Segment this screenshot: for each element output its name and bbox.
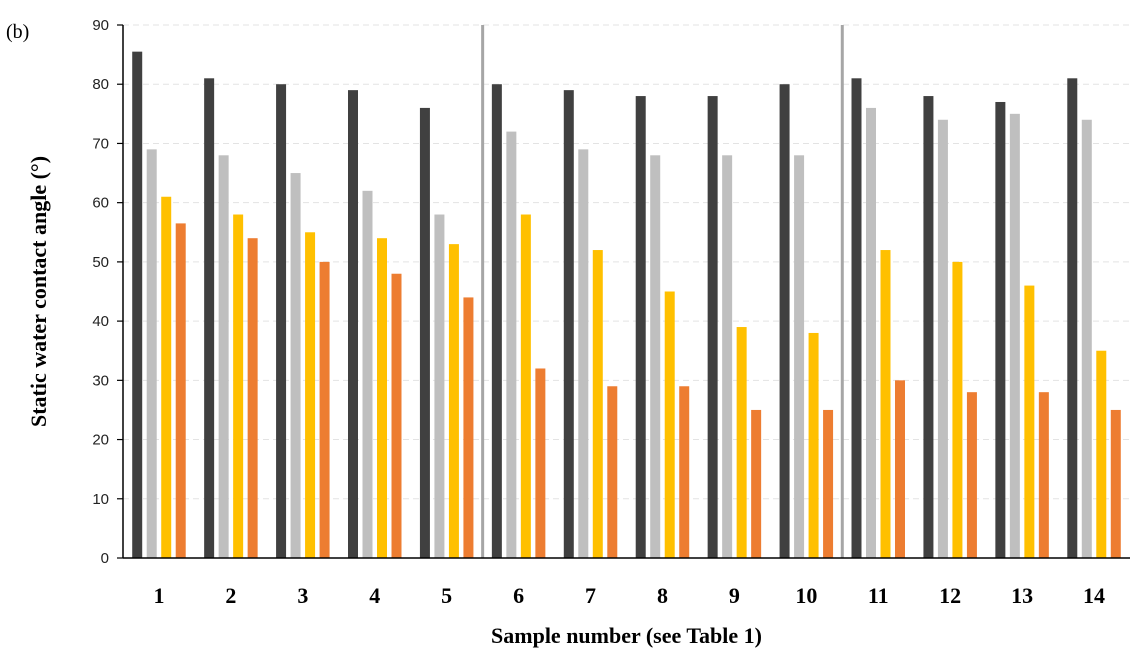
bar-series-1-sample-6 — [491, 84, 502, 558]
y-tick-label: 10 — [92, 491, 109, 508]
bar-series-1-sample-1 — [132, 51, 143, 559]
bar-series-1-sample-10 — [779, 84, 790, 558]
bar-series-2-sample-4 — [362, 190, 373, 559]
x-tick-label: 4 — [369, 583, 380, 608]
bar-series-3-sample-9 — [736, 327, 747, 558]
bar-series-1-sample-8 — [635, 96, 646, 559]
x-tick-label: 2 — [225, 583, 236, 608]
bar-series-3-sample-11 — [880, 250, 891, 559]
y-tick-label: 70 — [92, 135, 109, 152]
x-tick-label: 11 — [868, 583, 889, 608]
bar-series-4-sample-10 — [823, 409, 834, 558]
bar-series-3-sample-3 — [305, 232, 316, 558]
bar-series-2-sample-3 — [290, 173, 301, 559]
bar-series-3-sample-1 — [161, 196, 172, 558]
bar-series-2-sample-11 — [866, 107, 876, 559]
bar-series-1-sample-11 — [851, 78, 862, 559]
bar-layer — [132, 51, 1121, 559]
x-tick-label: 7 — [585, 583, 596, 608]
bar-series-2-sample-6 — [506, 131, 517, 558]
bar-series-3-sample-7 — [592, 250, 603, 559]
bar-series-4-sample-14 — [1110, 409, 1121, 558]
bar-series-4-sample-11 — [895, 380, 905, 558]
grid-layer — [123, 24, 1130, 500]
bar-series-3-sample-5 — [448, 244, 459, 558]
y-tick-label: 50 — [92, 254, 109, 271]
y-tick-label: 0 — [101, 550, 109, 567]
x-tick-label: 9 — [729, 583, 740, 608]
x-tick-label: 13 — [1011, 583, 1033, 608]
x-tick-label: 6 — [513, 583, 524, 608]
bar-series-4-sample-5 — [463, 297, 474, 558]
x-tick-label: 3 — [297, 583, 308, 608]
bar-series-1-sample-13 — [995, 101, 1006, 558]
panel-label: (b) — [6, 21, 29, 43]
y-tick-labels: 0 10 20 30 40 50 60 70 80 90 — [92, 17, 123, 567]
bar-series-4-sample-6 — [535, 368, 546, 558]
y-tick-label: 60 — [92, 195, 109, 212]
x-tick-label: 1 — [153, 583, 164, 608]
bar-series-3-sample-8 — [664, 291, 675, 558]
bar-series-1-sample-3 — [276, 84, 287, 558]
bar-series-3-sample-14 — [1096, 350, 1107, 558]
bar-series-4-sample-4 — [391, 273, 402, 558]
x-tick-label: 8 — [657, 583, 668, 608]
bar-series-2-sample-8 — [650, 155, 661, 559]
bar-series-4-sample-3 — [319, 261, 330, 558]
bar-series-4-sample-9 — [751, 409, 762, 558]
bar-series-3-sample-4 — [377, 238, 387, 558]
y-tick-label: 90 — [92, 17, 109, 34]
x-axis-title: Sample number (see Table 1) — [491, 623, 762, 648]
bar-series-4-sample-13 — [1038, 392, 1049, 558]
bar-series-1-sample-4 — [348, 90, 358, 559]
bar-series-2-sample-2 — [218, 155, 229, 559]
axis-layer — [122, 25, 1130, 559]
bar-series-3-sample-12 — [952, 261, 963, 558]
x-tick-label: 14 — [1083, 583, 1105, 608]
x-tick-label: 12 — [939, 583, 961, 608]
group-divider-layer — [481, 25, 844, 558]
bar-series-1-sample-7 — [563, 90, 574, 559]
bar-series-4-sample-8 — [679, 386, 690, 558]
bar-series-2-sample-13 — [1009, 113, 1020, 558]
bar-series-1-sample-12 — [923, 96, 934, 559]
bar-series-4-sample-12 — [966, 392, 977, 558]
bar-series-1-sample-5 — [419, 107, 430, 559]
bar-series-3-sample-13 — [1024, 285, 1035, 558]
bar-series-3-sample-2 — [233, 214, 244, 558]
bar-series-2-sample-14 — [1081, 119, 1092, 558]
bar-series-3-sample-6 — [520, 214, 531, 558]
bar-series-1-sample-14 — [1067, 78, 1078, 559]
bar-series-2-sample-1 — [146, 149, 157, 558]
bar-series-1-sample-9 — [707, 96, 718, 559]
x-tick-label: 5 — [441, 583, 452, 608]
y-tick-label: 80 — [92, 76, 109, 93]
bar-series-3-sample-10 — [808, 332, 819, 558]
bar-series-2-sample-5 — [434, 214, 445, 558]
bar-series-4-sample-1 — [175, 223, 186, 558]
y-axis-title: Static water contact angle (°) — [26, 156, 51, 427]
y-tick-label: 30 — [92, 372, 109, 389]
x-tick-label: 10 — [795, 583, 817, 608]
bar-series-2-sample-10 — [794, 155, 805, 559]
y-tick-label: 40 — [92, 313, 109, 330]
bar-series-1-sample-2 — [204, 78, 215, 559]
bar-series-2-sample-12 — [937, 119, 948, 558]
bar-series-2-sample-7 — [578, 149, 589, 558]
bar-series-4-sample-2 — [247, 238, 258, 558]
x-tick-labels: 1 2 3 4 5 6 7 8 9 10 11 12 13 14 — [153, 583, 1105, 608]
y-tick-label: 20 — [92, 432, 109, 449]
bar-series-4-sample-7 — [607, 386, 618, 558]
bar-series-2-sample-9 — [722, 155, 733, 559]
